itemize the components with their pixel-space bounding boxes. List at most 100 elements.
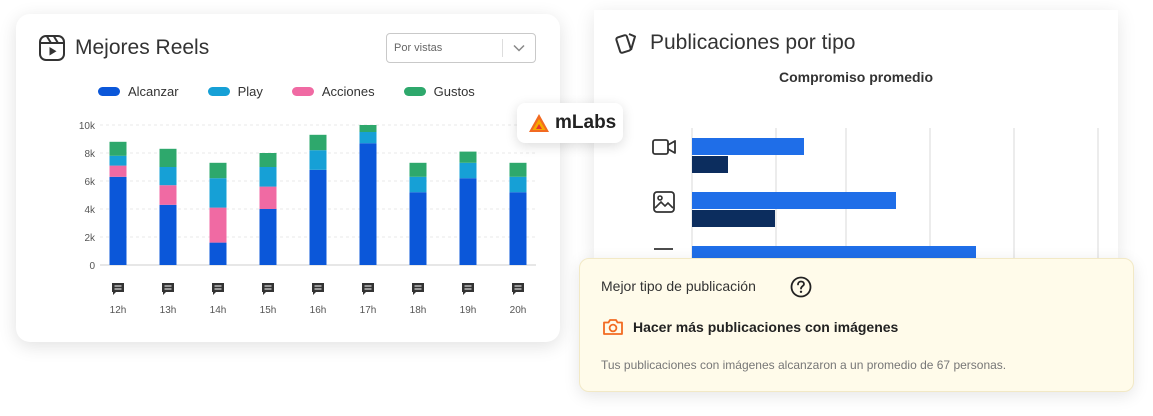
bar-segment-gustos [409, 162, 427, 177]
posts-by-type-card: Publicaciones por tipo Compromiso promed… [594, 10, 1118, 260]
camera-icon [603, 319, 623, 335]
bar-segment-play [209, 178, 227, 208]
sort-select-divider [502, 39, 503, 57]
posts-by-type-bar-chart [652, 128, 1099, 260]
chevron-down-icon[interactable] [503, 44, 535, 52]
sort-select-value: Por vistas [394, 42, 443, 54]
image-icon-frame [653, 191, 675, 213]
legend-item-alcanzar[interactable]: Alcanzar [98, 84, 179, 99]
bar-segment-alcanzar [109, 176, 127, 265]
bar-segment-alcanzar [509, 192, 527, 265]
brand-name: mLabs [555, 112, 617, 133]
type-bar [692, 138, 804, 155]
bar-segment-alcanzar [459, 178, 477, 265]
bar-segment-acciones [109, 165, 127, 177]
legend-swatch [291, 87, 314, 96]
insight-detail: Tus publicaciones con imágenes alcanzaro… [601, 358, 1007, 372]
comment-icon [412, 283, 424, 295]
legend-swatch [207, 87, 230, 96]
legend-item-gustos[interactable]: Gustos [403, 84, 475, 99]
image-icon [653, 191, 675, 213]
best-reels-card: Mejores Reels Por vistas Alcanzar Play A… [16, 14, 560, 342]
sort-select[interactable]: Por vistas [386, 33, 536, 63]
bar-segment-play [159, 167, 177, 186]
y-tick-label: 0 [89, 261, 95, 272]
bar-segment-gustos [259, 153, 277, 167]
comment-icon [362, 283, 374, 295]
video-icon [652, 139, 676, 155]
bar-segment-gustos [109, 141, 127, 156]
bar-segment-acciones [159, 185, 177, 205]
comment-icon [512, 283, 524, 295]
best-reels-title: Mejores Reels [75, 36, 210, 59]
type-bar [692, 246, 976, 260]
y-tick-label: 10k [79, 121, 96, 132]
comment-icon [262, 283, 274, 295]
y-tick-label: 8k [84, 149, 96, 160]
type-bar [692, 156, 728, 173]
bar-segment-alcanzar [159, 204, 177, 265]
legend-swatch [98, 87, 120, 96]
y-tick-label: 6k [84, 177, 96, 188]
image-icon-mountain [654, 200, 674, 209]
mlabs-badge: mLabs [517, 103, 623, 143]
bar-segment-gustos [209, 162, 227, 179]
best-reels-header: Mejores Reels [38, 34, 209, 62]
comment-icon [112, 283, 124, 295]
comment-icon [312, 283, 324, 295]
posts-by-type-title: Publicaciones por tipo [650, 31, 856, 54]
posts-by-type-header: Publicaciones por tipo [614, 30, 855, 56]
y-tick-label: 4k [84, 205, 96, 216]
x-tick-label: 20h [510, 305, 527, 316]
bar-segment-gustos [509, 162, 527, 177]
y-tick-label: 2k [84, 233, 96, 244]
x-tick-label: 17h [360, 305, 377, 316]
bar-segment-play [109, 155, 127, 166]
bar-segment-gustos [459, 151, 477, 163]
legend-item-acciones[interactable]: Acciones [291, 84, 375, 99]
x-tick-label: 13h [160, 305, 177, 316]
x-tick-label: 18h [410, 305, 427, 316]
x-tick-label: 14h [210, 305, 227, 316]
bar-segment-alcanzar [359, 143, 377, 265]
bar-segment-alcanzar [209, 242, 227, 265]
bar-segment-gustos [159, 148, 177, 167]
x-tick-label: 16h [310, 305, 327, 316]
legend-swatch [403, 87, 426, 96]
x-tick-label: 19h [460, 305, 477, 316]
bar-segment-alcanzar [259, 209, 277, 265]
type-bar [692, 192, 896, 209]
type-bar [692, 210, 775, 227]
bar-segment-play [359, 132, 377, 144]
video-icon-lens [667, 140, 676, 154]
comment-icon [462, 283, 474, 295]
bar-segment-play [459, 162, 477, 179]
reels-icon [39, 35, 65, 61]
mlabs-logo [529, 114, 549, 132]
bar-segment-play [409, 176, 427, 193]
insight-headline: Hacer más publicaciones con imágenes [602, 317, 898, 337]
legend-item-play[interactable]: Play [207, 84, 263, 99]
legend-label: Play [237, 84, 263, 99]
bar-segment-play [259, 167, 277, 187]
bar-segment-play [309, 150, 327, 170]
bar-segment-acciones [209, 207, 227, 243]
video-icon-body [652, 139, 669, 155]
legend-label: Gustos [433, 84, 475, 99]
bar-segment-play [509, 176, 527, 193]
image-icon-sun [657, 195, 663, 201]
bar-segment-alcanzar [409, 192, 427, 265]
help-icon[interactable] [790, 276, 812, 303]
reels-stacked-bar-chart: 0 2k 4k 6k 8k 10k 12h 13h 14h 15h 16h 17h 18h 19h 20h [79, 121, 536, 316]
chart-subtitle: Compromiso promedio [778, 69, 933, 85]
comment-icon [162, 283, 174, 295]
x-tick-label: 15h [260, 305, 277, 316]
best-post-type-label: Mejor tipo de publicación [601, 278, 756, 294]
comment-icon [212, 283, 224, 295]
bar-segment-gustos [309, 134, 327, 151]
cards-icon [615, 33, 636, 54]
bar-segment-acciones [259, 186, 277, 209]
bar-segment-gustos [359, 125, 377, 132]
legend-label: Alcanzar [128, 84, 179, 99]
bar-segment-alcanzar [309, 169, 327, 265]
